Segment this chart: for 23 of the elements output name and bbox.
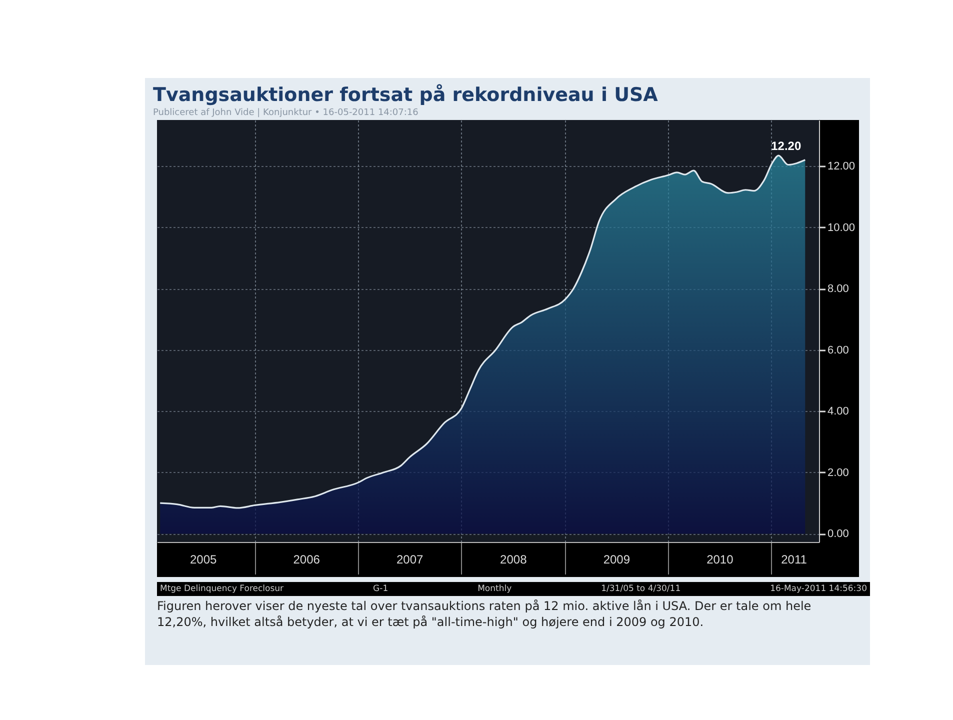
y-tick-label: 0.00 [828,528,849,540]
x-tick-label: 2008 [500,552,528,566]
x-tick-label: 2011 [781,552,808,566]
x-tick-label: 2005 [190,552,217,566]
chart-subtitle: Publiceret af John Vide | Konjunktur • 16-05-2011 14:07:16 [153,108,418,118]
y-tick-label: 4.00 [828,406,849,418]
text: Monthly [478,584,512,594]
chart-title: Tvangsauktioner fortsat på rekordniveau i USA [153,84,658,106]
x-tick-label: 2009 [603,552,630,566]
x-tick-label: 2007 [396,552,424,566]
y-tick-label: 2.00 [828,466,849,479]
y-tick-label: 6.00 [828,344,849,356]
data-label: 12.20 [771,138,802,153]
text: 16-May-2011 14:56:30 [770,584,867,594]
y-tick-label: 8.00 [828,283,849,296]
text: Figuren herover viser de nyeste tal over tvansauktions raten på 12 mio. aktive lån i USA. Der er tale om hele 12,20%, hvilket altså betyder, at vi er tæt på "all-time-high" og højere end i 2009 og 2010. [157,598,812,630]
text: 1/31/05 to 4/30/11 [601,584,681,594]
y-tick-label: 10.00 [828,222,856,234]
x-tick-label: 2010 [706,552,734,566]
y-tick-label: 12.00 [828,160,856,172]
text: Mtge Delinquency Foreclosur [160,584,284,594]
x-tick-label: 2006 [293,552,320,566]
text: G-1 [373,584,388,594]
